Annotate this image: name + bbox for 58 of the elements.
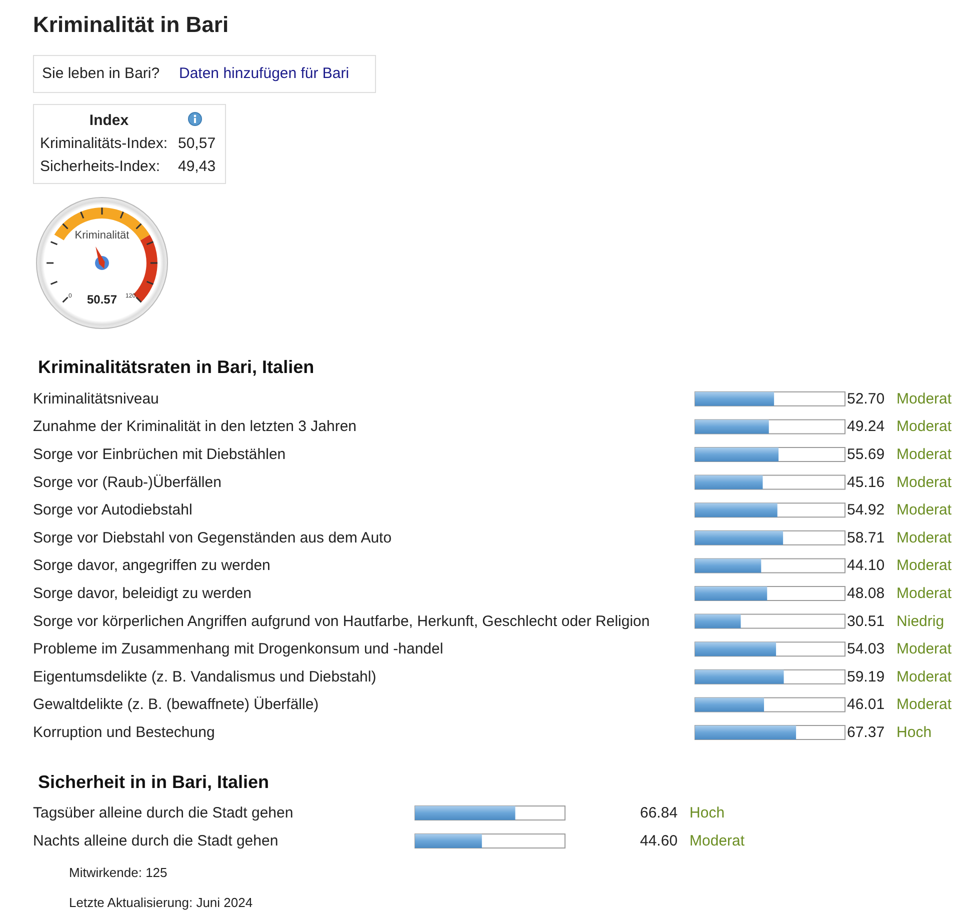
text: Moderat (896, 668, 952, 686)
text: Moderat (896, 474, 952, 491)
text: Moderat (896, 557, 952, 574)
y-tick-label: Zunahme der Kriminalität in den letzten 3 Jahren (33, 418, 357, 436)
text: Kriminalitätsraten in Bari, Italien (38, 357, 314, 377)
data-label: 66.84 (640, 804, 678, 822)
data-label: 52.70 (847, 390, 885, 408)
text: Sicherheit in in Bari, Italien (38, 772, 270, 792)
text: Hoch (896, 724, 932, 741)
text: Mitwirkende: 125 (69, 865, 168, 880)
text: 50,57 (178, 135, 216, 152)
text: Moderat (896, 502, 952, 519)
text: Moderat (896, 418, 952, 436)
y-tick-label: Sorge davor, beleidigt zu werden (33, 585, 252, 602)
text: Moderat (896, 390, 952, 408)
text: Kriminalität in Bari (33, 12, 229, 38)
text: Kriminalitäts-Index: (40, 135, 168, 152)
y-tick-label: Probleme im Zusammenhang mit Drogenkonsum und -handel (33, 640, 444, 658)
y-tick-label: Sorge vor Autodiebstahl (33, 502, 192, 519)
text: Moderat (690, 832, 746, 850)
text: Sicherheits-Index: (40, 158, 160, 175)
y-tick-label: Eigentumsdelikte (z. B. Vandalismus und Diebstahl) (33, 668, 376, 686)
data-label: 46.01 (847, 696, 885, 714)
data-label: 54.92 (847, 502, 885, 519)
text: Moderat (896, 529, 952, 546)
text: Hoch (690, 804, 725, 822)
data-label: 59.19 (847, 668, 885, 686)
text: Moderat (896, 446, 952, 463)
bar (695, 614, 741, 628)
data-label: 44.60 (640, 832, 678, 850)
data-label: 49.24 (847, 418, 885, 436)
data-label: 45.16 (847, 474, 885, 491)
y-tick-label: Nachts alleine durch die Stadt gehen (33, 832, 278, 850)
y-tick-label: Sorge davor, angegriffen zu werden (33, 557, 270, 574)
data-label: 48.08 (847, 585, 885, 602)
y-tick-label: Kriminalitätsniveau (33, 390, 159, 408)
data-label: 54.03 (847, 640, 885, 658)
data-label: 30.51 (847, 612, 885, 630)
y-tick-label: Sorge vor (Raub-)Überfällen (33, 474, 222, 491)
y-tick-label: Sorge vor Diebstahl von Gegenständen aus dem Auto (33, 529, 392, 546)
data-label: 55.69 (847, 446, 885, 463)
text: 49,43 (178, 158, 216, 175)
data-label: 58.71 (847, 529, 885, 546)
y-tick-label: Gewaltdelikte (z. B. (bewaffnete) Überfälle) (33, 696, 319, 714)
text: Niedrig (896, 612, 944, 630)
text: Index (88, 112, 130, 129)
y-tick-label: Sorge vor Einbrüchen mit Diebstählen (33, 446, 286, 463)
y-tick-label: Sorge vor körperlichen Angriffen aufgrund von Hautfarbe, Herkunft, Geschlecht oder Religion (33, 612, 650, 630)
text: Letzte Aktualisierung: Juni 2024 (69, 895, 253, 910)
text: Moderat (896, 640, 952, 658)
text: Sie leben in Bari? (42, 65, 160, 82)
text: Moderat (896, 585, 952, 602)
text: Moderat (896, 696, 952, 714)
data-label: 44.10 (847, 557, 885, 574)
y-tick-label: Korruption und Bestechung (33, 724, 215, 741)
data-label: 67.37 (847, 724, 885, 741)
text: Daten hinzufügen für Bari (179, 65, 350, 82)
y-tick-label: Tagsüber alleine durch die Stadt gehen (33, 804, 294, 822)
